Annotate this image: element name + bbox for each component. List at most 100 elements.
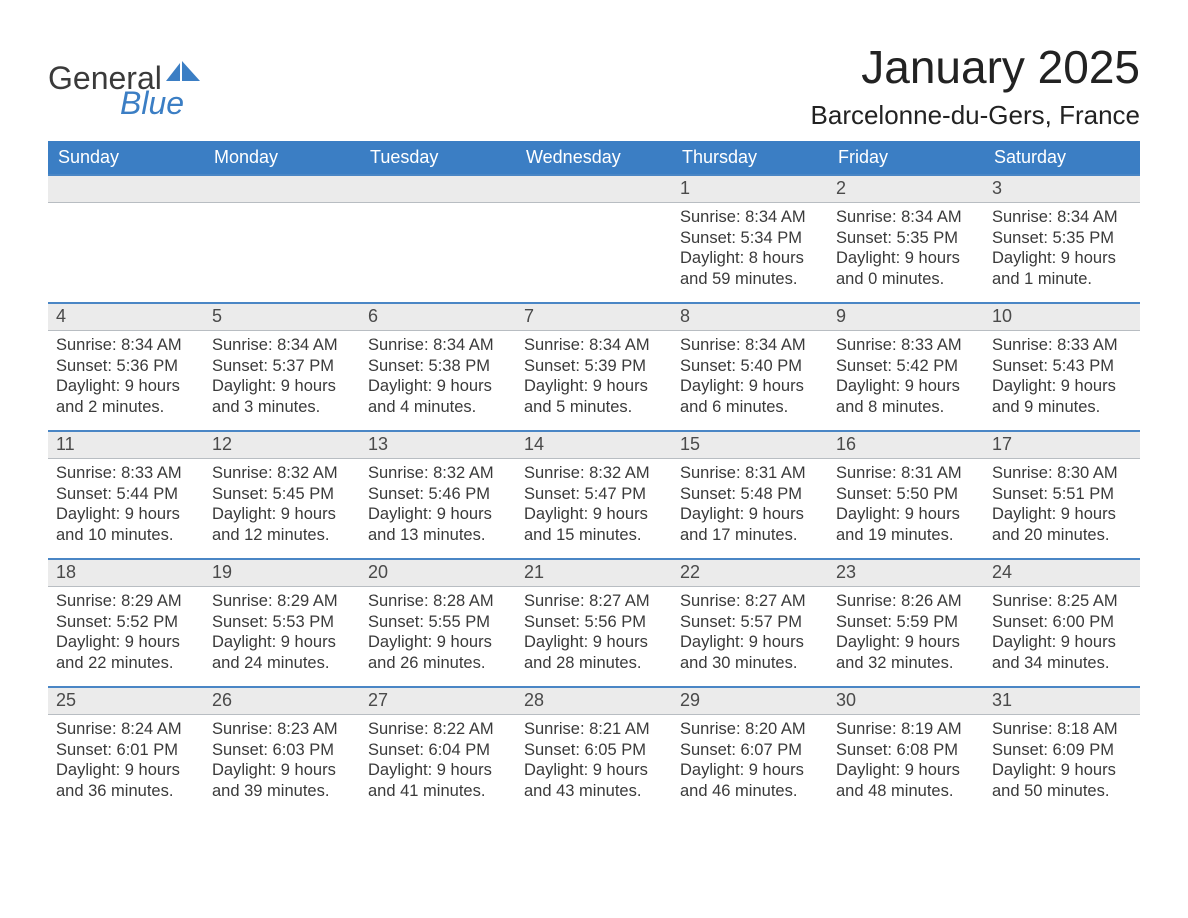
calendar-cell: 29Sunrise: 8:20 AMSunset: 6:07 PMDayligh… (672, 686, 828, 814)
day-number: 20 (360, 558, 516, 587)
sunset-line-label: Sunset (836, 229, 887, 247)
day-details: Sunrise: 8:33 AMSunset: 5:44 PMDaylight:… (48, 459, 204, 550)
calendar-cell: 10Sunrise: 8:33 AMSunset: 5:43 PMDayligh… (984, 302, 1140, 430)
sunset-line-label: Sunset (56, 357, 107, 375)
sunset-line-value: 5:53 PM (273, 613, 334, 631)
sunset-line-value: 5:39 PM (585, 357, 646, 375)
daylight-line: Daylight: 9 hours and 43 minutes. (524, 760, 664, 801)
sunrise-line-value: 8:27 AM (589, 592, 650, 610)
calendar-cell: 20Sunrise: 8:28 AMSunset: 5:55 PMDayligh… (360, 558, 516, 686)
sunset-line: Sunset: 5:56 PM (524, 612, 664, 633)
day-number: 6 (360, 302, 516, 331)
sunset-line-value: 5:44 PM (117, 485, 178, 503)
calendar-cell: 22Sunrise: 8:27 AMSunset: 5:57 PMDayligh… (672, 558, 828, 686)
daylight-line: Daylight: 9 hours and 13 minutes. (368, 504, 508, 545)
sunrise-line-value: 8:30 AM (1057, 464, 1118, 482)
sunset-line-value: 5:52 PM (117, 613, 178, 631)
sunset-line-label: Sunset (836, 357, 887, 375)
calendar-table: SundayMondayTuesdayWednesdayThursdayFrid… (48, 141, 1140, 814)
daylight-line: Daylight: 9 hours and 0 minutes. (836, 248, 976, 289)
sunrise-line: Sunrise: 8:31 AM (836, 463, 976, 484)
sunrise-line-label: Sunrise (680, 592, 736, 610)
sunset-line: Sunset: 5:42 PM (836, 356, 976, 377)
sunrise-line: Sunrise: 8:34 AM (836, 207, 976, 228)
calendar-cell: 3Sunrise: 8:34 AMSunset: 5:35 PMDaylight… (984, 174, 1140, 302)
day-details: Sunrise: 8:29 AMSunset: 5:52 PMDaylight:… (48, 587, 204, 678)
daylight-line-label: Daylight (836, 505, 896, 523)
sunset-line: Sunset: 6:04 PM (368, 740, 508, 761)
sunset-line: Sunset: 5:34 PM (680, 228, 820, 249)
day-details: Sunrise: 8:20 AMSunset: 6:07 PMDaylight:… (672, 715, 828, 806)
daylight-line: Daylight: 9 hours and 8 minutes. (836, 376, 976, 417)
sunset-line-value: 6:08 PM (897, 741, 958, 759)
sunrise-line-value: 8:28 AM (433, 592, 494, 610)
sunset-line-label: Sunset (992, 485, 1043, 503)
day-number: 7 (516, 302, 672, 331)
weekday-header: Monday (204, 141, 360, 174)
sunrise-line: Sunrise: 8:33 AM (836, 335, 976, 356)
sunset-line-value: 5:37 PM (273, 357, 334, 375)
sunrise-line-label: Sunrise (212, 336, 268, 354)
sunset-line: Sunset: 5:46 PM (368, 484, 508, 505)
day-number: 24 (984, 558, 1140, 587)
sunrise-line-label: Sunrise (992, 720, 1048, 738)
day-details: Sunrise: 8:18 AMSunset: 6:09 PMDaylight:… (984, 715, 1140, 806)
sunrise-line-label: Sunrise (524, 592, 580, 610)
sunrise-line-value: 8:33 AM (901, 336, 962, 354)
day-number: 31 (984, 686, 1140, 715)
sunrise-line-label: Sunrise (992, 592, 1048, 610)
sunset-line-value: 6:05 PM (585, 741, 646, 759)
day-number: 23 (828, 558, 984, 587)
daylight-line-label: Daylight (524, 761, 584, 779)
day-number: 18 (48, 558, 204, 587)
day-number: 9 (828, 302, 984, 331)
sunrise-line: Sunrise: 8:33 AM (992, 335, 1132, 356)
daylight-line: Daylight: 9 hours and 4 minutes. (368, 376, 508, 417)
sunset-line: Sunset: 6:08 PM (836, 740, 976, 761)
calendar-cell (204, 174, 360, 302)
day-number (204, 174, 360, 203)
calendar-cell: 8Sunrise: 8:34 AMSunset: 5:40 PMDaylight… (672, 302, 828, 430)
sunset-line-label: Sunset (992, 613, 1043, 631)
sunset-line-label: Sunset (56, 485, 107, 503)
calendar-cell: 9 Sunrise: 8:33 AMSunset: 5:42 PMDaylight… (828, 302, 984, 430)
daylight-line: Daylight: 9 hours and 30 minutes. (680, 632, 820, 673)
sunset-line-label: Sunset (680, 357, 731, 375)
sunrise-line-value: 8:29 AM (121, 592, 182, 610)
sunset-line-label: Sunset (368, 357, 419, 375)
calendar-cell: 4Sunrise: 8:34 AMSunset: 5:36 PMDaylight… (48, 302, 204, 430)
day-number: 1 (672, 174, 828, 203)
daylight-line-label: Daylight (212, 761, 272, 779)
daylight-line-label: Daylight (368, 761, 428, 779)
sunrise-line-value: 8:32 AM (277, 464, 338, 482)
sunset-line: Sunset: 5:57 PM (680, 612, 820, 633)
sunrise-line-label: Sunrise (212, 464, 268, 482)
sunrise-line-label: Sunrise (836, 208, 892, 226)
daylight-line: Daylight: 9 hours and 39 minutes. (212, 760, 352, 801)
calendar-cell: 11Sunrise: 8:33 AMSunset: 5:44 PMDayligh… (48, 430, 204, 558)
sunrise-line-label: Sunrise (524, 464, 580, 482)
day-details: Sunrise: 8:27 AMSunset: 5:56 PMDaylight:… (516, 587, 672, 678)
sunset-line: Sunset: 5:47 PM (524, 484, 664, 505)
sunrise-line-value: 8:25 AM (1057, 592, 1118, 610)
daylight-line-label: Daylight (212, 377, 272, 395)
sunset-line: Sunset: 5:38 PM (368, 356, 508, 377)
calendar-cell (48, 174, 204, 302)
sunrise-line: Sunrise: 8:34 AM (524, 335, 664, 356)
sunset-line-label: Sunset (836, 485, 887, 503)
day-details: Sunrise: 8:26 AMSunset: 5:59 PMDaylight:… (828, 587, 984, 678)
sunset-line-value: 5:35 PM (897, 229, 958, 247)
day-number: 4 (48, 302, 204, 331)
day-details: Sunrise: 8:31 AMSunset: 5:48 PMDaylight:… (672, 459, 828, 550)
sunrise-line-label: Sunrise (524, 336, 580, 354)
sunset-line-value: 5:35 PM (1053, 229, 1114, 247)
calendar-cell: 28Sunrise: 8:21 AMSunset: 6:05 PMDayligh… (516, 686, 672, 814)
sunrise-line-label: Sunrise (680, 208, 736, 226)
sunrise-line-value: 8:32 AM (589, 464, 650, 482)
sunrise-line-label: Sunrise (212, 720, 268, 738)
daylight-line: Daylight: 9 hours and 19 minutes. (836, 504, 976, 545)
day-details: Sunrise: 8:27 AMSunset: 5:57 PMDaylight:… (672, 587, 828, 678)
sunrise-line-label: Sunrise (368, 592, 424, 610)
sunset-line: Sunset: 5:59 PM (836, 612, 976, 633)
sunset-line-value: 6:09 PM (1053, 741, 1114, 759)
